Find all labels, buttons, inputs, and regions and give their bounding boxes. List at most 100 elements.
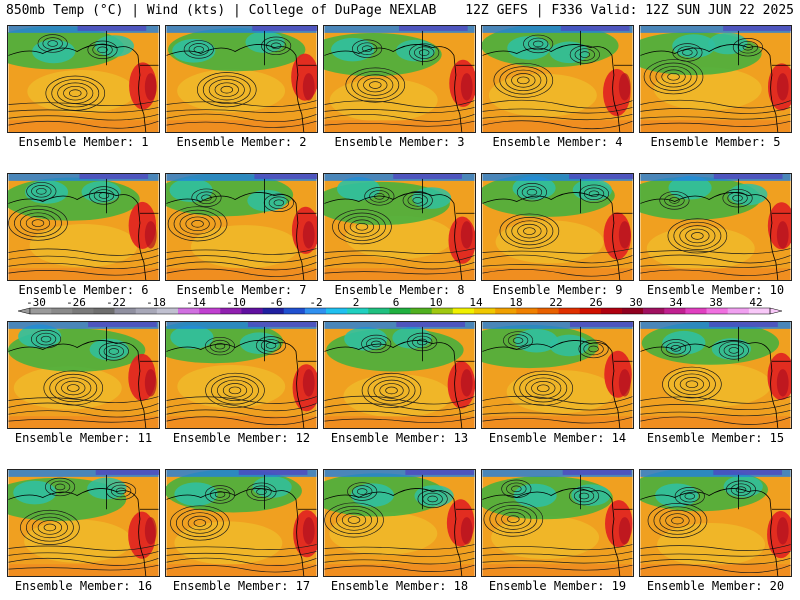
ensemble-panel-12: Ensemble Member: 12: [165, 321, 318, 451]
ensemble-panel-8: Ensemble Member: 8: [323, 173, 476, 303]
temperature-map: [165, 173, 318, 281]
colorbar-swatch: [220, 308, 242, 314]
colorbar-swatch: [178, 308, 200, 314]
colorbar-tick-label: 42: [749, 296, 762, 309]
panel-label: Ensemble Member: 13: [330, 431, 469, 445]
panel-label: Ensemble Member: 3: [334, 135, 465, 149]
colorbar-swatch: [600, 308, 623, 314]
ensemble-panel-20: Ensemble Member: 20: [639, 469, 792, 599]
colorbar-swatch: [114, 308, 137, 314]
colorbar-tick-label: -14: [186, 296, 206, 309]
colorbar-tick-label: 26: [589, 296, 602, 309]
temperature-map: [7, 321, 160, 429]
colorbar-swatch: [431, 308, 454, 314]
colorbar-tick-label: 22: [549, 296, 562, 309]
colorbar-tick-label: 10: [429, 296, 442, 309]
panel-label: Ensemble Member: 7: [176, 283, 307, 297]
ensemble-panel-15: Ensemble Member: 15: [639, 321, 792, 451]
product-title: 850mb Temp (°C) | Wind (kts) | College o…: [6, 3, 437, 18]
panel-label: Ensemble Member: 2: [176, 135, 307, 149]
colorbar-swatch: [537, 308, 559, 314]
colorbar-swatch: [93, 308, 115, 314]
ensemble-panel-6: Ensemble Member: 6: [7, 173, 160, 303]
colorbar-swatch: [410, 308, 433, 314]
temperature-map: [639, 469, 792, 577]
temperature-map: [7, 469, 160, 577]
colorbar-swatch: [347, 308, 369, 314]
colorbar-tick-label: 2: [353, 296, 360, 309]
color-scale-svg: -30 -26 -22 -18 -14 -10 -6 -2 2 6 10 14 18 22 26 30 34 38…: [17, 296, 783, 315]
temperature-map: [323, 321, 476, 429]
panel-label: Ensemble Member: 16: [14, 579, 153, 593]
colorbar-swatch: [135, 308, 158, 314]
colorbar-swatch: [283, 308, 306, 314]
colorbar-swatch: [199, 308, 221, 314]
temperature-map: [481, 321, 634, 429]
ensemble-panel-18: Ensemble Member: 18: [323, 469, 476, 599]
color-scale-bar: -30 -26 -22 -18 -14 -10 -6 -2 2 6 10 14 18 22 26 30 34 38…: [0, 296, 800, 318]
temperature-map: [323, 469, 476, 577]
ensemble-panel-5: Ensemble Member: 5: [639, 25, 792, 155]
ensemble-panel-9: Ensemble Member: 9: [481, 173, 634, 303]
temperature-map: [165, 469, 318, 577]
colorbar-swatch: [304, 308, 327, 314]
colorbar-swatch: [495, 308, 517, 314]
colorbar-swatch: [748, 308, 771, 314]
panel-label: Ensemble Member: 9: [492, 283, 623, 297]
colorbar-swatch: [241, 308, 263, 314]
colorbar-swatch: [474, 308, 496, 314]
panel-label: Ensemble Member: 5: [650, 135, 781, 149]
temperature-map: [165, 321, 318, 429]
panel-label: Ensemble Member: 4: [492, 135, 623, 149]
colorbar-tick-label: -6: [269, 296, 282, 309]
colorbar-swatch: [579, 308, 602, 314]
colorbar-swatch: [51, 308, 73, 314]
temperature-map: [639, 25, 792, 133]
colorbar-swatch: [558, 308, 581, 314]
ensemble-panel-7: Ensemble Member: 7: [165, 173, 318, 303]
ensemble-panel-11: Ensemble Member: 11: [7, 321, 160, 451]
panel-label: Ensemble Member: 18: [330, 579, 469, 593]
ensemble-panel-14: Ensemble Member: 14: [481, 321, 634, 451]
colorbar-swatch: [156, 308, 179, 314]
colorbar-swatch: [452, 308, 475, 314]
temperature-map: [7, 173, 160, 281]
panel-label: Ensemble Member: 1: [18, 135, 149, 149]
colorbar-tick-label: -26: [66, 296, 86, 309]
colorbar-tick-label: 34: [669, 296, 683, 309]
colorbar-swatch: [72, 308, 94, 314]
colorbar-swatch: [326, 308, 348, 314]
panel-label: Ensemble Member: 12: [172, 431, 311, 445]
colorbar-tick-label: -22: [106, 296, 126, 309]
temperature-map: [481, 25, 634, 133]
colorbar-swatch: [706, 308, 729, 314]
temperature-map: [165, 25, 318, 133]
colorbar-tick-label: -2: [309, 296, 322, 309]
colorbar-swatch: [389, 308, 411, 314]
ensemble-panel-19: Ensemble Member: 19: [481, 469, 634, 599]
panel-label: Ensemble Member: 8: [334, 283, 465, 297]
header-bar: 850mb Temp (°C) | Wind (kts) | College o…: [0, 0, 800, 22]
temperature-map: [639, 321, 792, 429]
ensemble-panel-2: Ensemble Member: 2: [165, 25, 318, 155]
panel-label: Ensemble Member: 11: [14, 431, 153, 445]
colorbar-tick-label: 6: [393, 296, 400, 309]
panel-label: Ensemble Member: 10: [646, 283, 785, 297]
colorbar-tick-label: -30: [26, 296, 46, 309]
colorbar-swatch: [622, 308, 644, 314]
panel-label: Ensemble Member: 14: [488, 431, 627, 445]
colorbar-tick-label: 38: [709, 296, 722, 309]
colorbar-tick-label: -18: [146, 296, 166, 309]
temperature-map: [7, 25, 160, 133]
temperature-map: [639, 173, 792, 281]
colorbar-tick-label: 18: [509, 296, 522, 309]
panel-label: Ensemble Member: 20: [646, 579, 785, 593]
temperature-map: [323, 173, 476, 281]
ensemble-panel-17: Ensemble Member: 17: [165, 469, 318, 599]
colorbar-swatch: [664, 308, 686, 314]
ensemble-panel-16: Ensemble Member: 16: [7, 469, 160, 599]
colorbar-swatch: [516, 308, 538, 314]
colorbar-swatch: [685, 308, 707, 314]
temperature-map: [481, 173, 634, 281]
ensemble-panel-3: Ensemble Member: 3: [323, 25, 476, 155]
